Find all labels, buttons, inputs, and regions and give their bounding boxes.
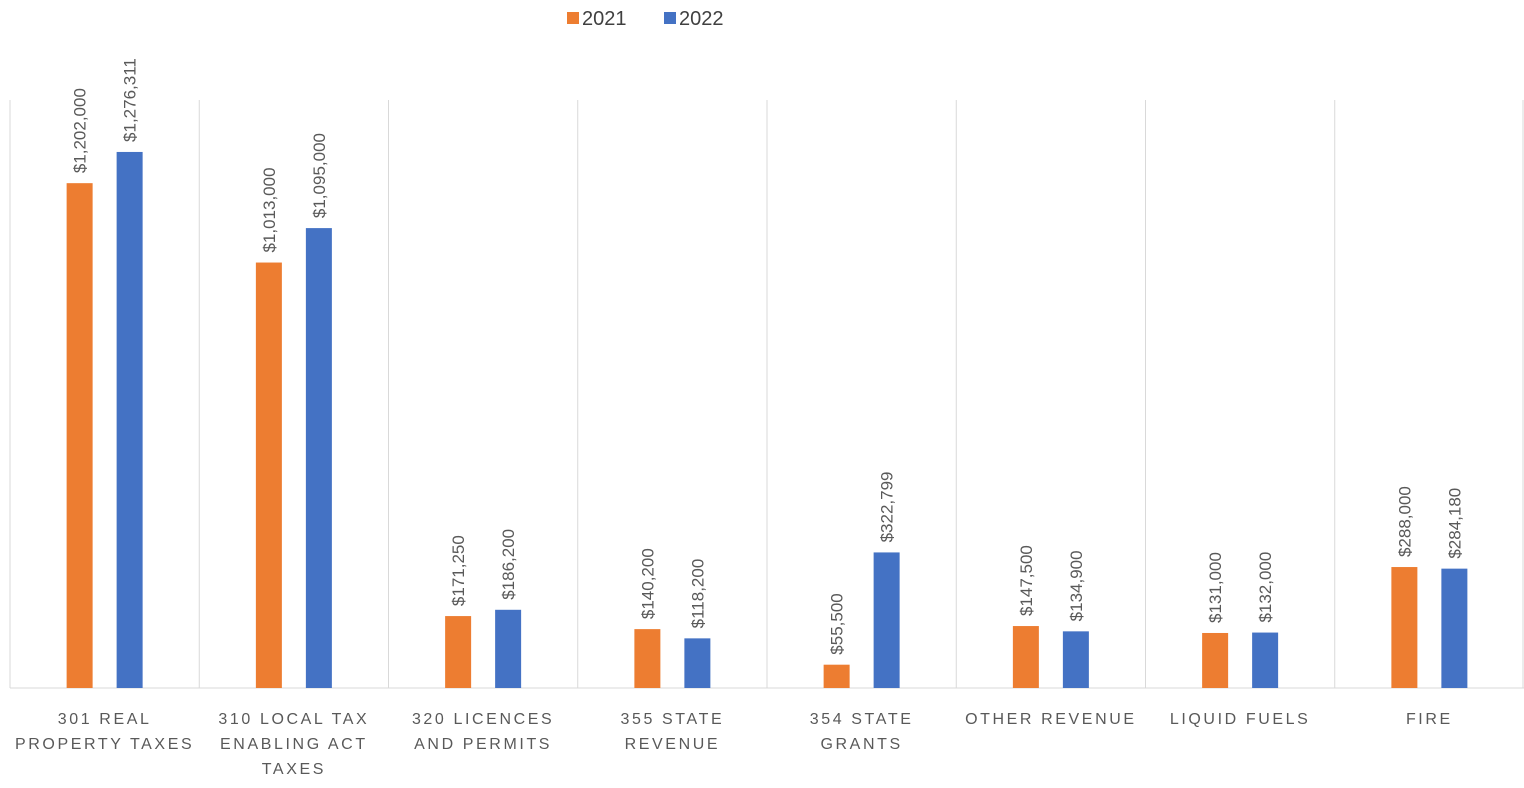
x-tick-label: LIQUID FUELS — [1169, 711, 1311, 728]
bar — [634, 629, 661, 688]
data-label: $131,000 — [1206, 552, 1225, 623]
x-tick-label: 310 LOCAL TAX ENABLING ACT TAXES — [218, 711, 370, 778]
data-label: $1,276,311 — [121, 58, 140, 142]
data-label: $134,900 — [1067, 550, 1086, 621]
bar — [1441, 568, 1468, 688]
data-label: $1,095,000 — [310, 133, 329, 218]
x-tick-label: 301 REAL PROPERTY TAXES — [14, 711, 195, 753]
data-label: $171,250 — [449, 535, 468, 606]
data-label: $322,799 — [878, 472, 897, 543]
data-label: $132,000 — [1256, 552, 1275, 623]
data-label: $147,500 — [1017, 545, 1036, 616]
data-label: $140,200 — [638, 548, 657, 619]
x-tick-label: 320 LICENCES AND PERMITS — [411, 711, 555, 753]
x-tick-label: FIRE — [1405, 711, 1453, 728]
data-label: $186,200 — [499, 529, 518, 600]
bar — [873, 552, 900, 688]
data-label: $1,013,000 — [260, 167, 279, 252]
x-tick-label: OTHER REVENUE — [965, 711, 1137, 728]
bar — [1252, 632, 1279, 688]
data-label: $288,000 — [1395, 486, 1414, 557]
bar — [255, 262, 282, 688]
legend-swatch — [567, 12, 579, 24]
x-tick-label: 354 STATE GRANTS — [809, 711, 914, 753]
data-label: $284,180 — [1445, 488, 1464, 559]
bar — [823, 664, 850, 688]
legend-swatch — [664, 12, 676, 24]
bar — [1391, 567, 1418, 688]
legend-label: 2022 — [679, 8, 724, 30]
bar — [1202, 632, 1229, 688]
bar — [116, 151, 143, 688]
bar — [684, 638, 711, 688]
bar — [66, 183, 93, 688]
x-tick-label: 355 STATE REVENUE — [620, 711, 725, 753]
bar — [1012, 626, 1039, 688]
legend-label: 2021 — [582, 8, 627, 30]
data-label: $1,202,000 — [71, 88, 90, 173]
bar — [445, 616, 472, 688]
bar — [305, 228, 332, 688]
data-label: $55,500 — [828, 593, 847, 654]
bar — [1062, 631, 1089, 688]
data-label: $118,200 — [688, 559, 707, 629]
bar — [495, 609, 522, 688]
